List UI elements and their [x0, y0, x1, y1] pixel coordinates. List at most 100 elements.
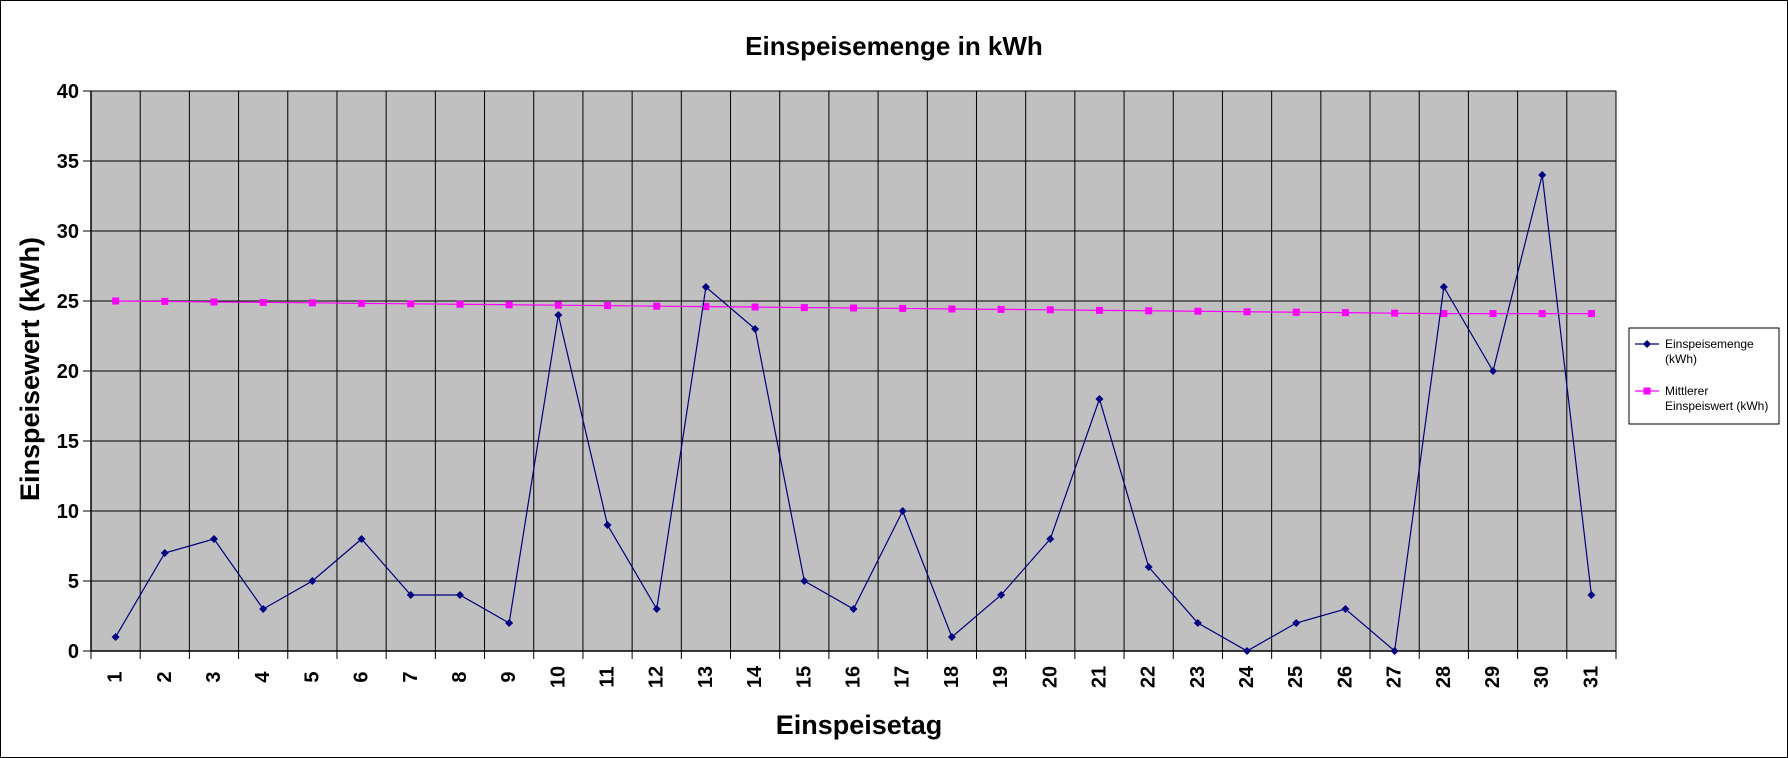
y-tick-label: 25: [57, 291, 79, 313]
x-tick-label: 7: [400, 671, 422, 682]
data-point-mittlerer-einspeiswert: [1046, 306, 1054, 314]
x-tick-label: 4: [252, 671, 274, 683]
legend: Einspeisemenge(kWh) MittlererEinspeiswert…: [1628, 327, 1780, 425]
y-tick-label: 15: [57, 431, 79, 453]
x-tick-label: 15: [793, 666, 815, 688]
x-tick-label: 18: [941, 666, 963, 688]
x-tick-label: 21: [1088, 666, 1110, 688]
data-point-mittlerer-einspeiswert: [358, 299, 366, 307]
x-tick-label: 20: [1039, 666, 1061, 688]
x-tick-label: 3: [203, 671, 225, 682]
data-point-mittlerer-einspeiswert: [1440, 310, 1448, 318]
data-point-mittlerer-einspeiswert: [1095, 306, 1103, 314]
legend-label-mittlerer-einspeiswert: Einspeiswert (kWh): [1665, 399, 1768, 413]
chart-title: Einspeisemenge in kWh: [745, 31, 1043, 61]
y-tick-label: 10: [57, 501, 79, 523]
x-tick-label: 19: [990, 666, 1012, 688]
data-point-mittlerer-einspeiswert: [505, 301, 513, 309]
data-point-einspeisemenge: [505, 619, 514, 627]
y-tick-label: 35: [57, 151, 79, 173]
data-point-mittlerer-einspeiswert: [997, 305, 1005, 313]
x-tick-label: 25: [1285, 666, 1307, 688]
data-point-einspeisemenge: [603, 521, 612, 529]
x-tick-label: 23: [1187, 666, 1209, 688]
data-point-mittlerer-einspeiswert: [456, 300, 464, 308]
data-point-mittlerer-einspeiswert: [1194, 307, 1202, 315]
data-point-mittlerer-einspeiswert: [800, 304, 808, 312]
data-point-mittlerer-einspeiswert: [899, 304, 907, 312]
x-tick-label: 5: [301, 671, 323, 682]
data-point-einspeisemenge: [308, 577, 317, 585]
data-point-einspeisemenge: [1489, 367, 1498, 375]
x-tick-label: 22: [1138, 666, 1160, 688]
legend-label-mittlerer-einspeiswert: Mittlerer: [1665, 384, 1708, 398]
data-point-einspeisemenge: [800, 577, 809, 585]
data-point-mittlerer-einspeiswert: [1587, 310, 1595, 318]
series-einspeisemenge: [111, 171, 1596, 655]
y-axis-title: Einspeisewert (kWh): [15, 237, 45, 501]
data-point-einspeisemenge: [1046, 535, 1055, 543]
x-tick-label: 14: [744, 665, 766, 688]
data-point-einspeisemenge: [1193, 619, 1202, 627]
x-tick-label: 2: [154, 671, 176, 682]
data-point-einspeisemenge: [997, 591, 1006, 599]
x-tick-label: 17: [892, 666, 914, 688]
y-tick-label: 5: [68, 571, 79, 593]
data-point-mittlerer-einspeiswert: [850, 304, 857, 312]
data-point-einspeisemenge: [1095, 395, 1104, 403]
legend-marker-einspeisemenge: [1643, 340, 1651, 348]
data-point-mittlerer-einspeiswert: [1145, 307, 1153, 315]
x-tick-label: 28: [1433, 666, 1455, 688]
data-point-einspeisemenge: [1243, 647, 1252, 655]
data-point-einspeisemenge: [1538, 171, 1547, 179]
data-point-einspeisemenge: [751, 325, 760, 333]
data-point-mittlerer-einspeiswert: [1538, 310, 1546, 318]
data-point-einspeisemenge: [357, 535, 366, 543]
x-tick-label: 6: [351, 671, 373, 682]
data-point-einspeisemenge: [1587, 591, 1596, 599]
data-point-einspeisemenge: [1292, 619, 1301, 627]
data-point-einspeisemenge: [209, 535, 218, 543]
x-tick-label: 30: [1531, 666, 1553, 688]
y-tick-label: 40: [57, 81, 79, 103]
x-tick-label: 27: [1384, 666, 1406, 688]
data-point-mittlerer-einspeiswert: [210, 298, 218, 306]
data-point-mittlerer-einspeiswert: [554, 301, 562, 309]
x-tick-label: 9: [498, 671, 520, 682]
data-point-mittlerer-einspeiswert: [1489, 310, 1497, 318]
data-point-mittlerer-einspeiswert: [161, 297, 169, 305]
data-point-einspeisemenge: [947, 633, 956, 641]
data-point-einspeisemenge: [849, 605, 858, 613]
x-tick-label: 16: [843, 666, 865, 688]
y-tick-label: 20: [57, 361, 79, 383]
data-point-einspeisemenge: [1144, 563, 1153, 571]
data-point-einspeisemenge: [898, 507, 907, 515]
x-tick-label: 8: [449, 671, 471, 682]
y-tick-label: 30: [57, 221, 79, 243]
data-point-mittlerer-einspeiswert: [112, 297, 120, 305]
data-point-einspeisemenge: [160, 549, 169, 557]
data-point-mittlerer-einspeiswert: [308, 299, 316, 307]
data-point-einspeisemenge: [554, 311, 563, 319]
data-point-mittlerer-einspeiswert: [751, 303, 759, 311]
data-point-mittlerer-einspeiswert: [407, 300, 415, 308]
data-point-einspeisemenge: [652, 605, 661, 613]
x-tick-label: 13: [695, 666, 717, 688]
data-point-einspeisemenge: [259, 605, 268, 613]
data-point-mittlerer-einspeiswert: [1243, 308, 1251, 316]
data-point-mittlerer-einspeiswert: [1391, 309, 1399, 317]
x-tick-label: 1: [105, 671, 127, 682]
data-point-mittlerer-einspeiswert: [1292, 308, 1300, 316]
x-tick-label: 31: [1580, 666, 1602, 688]
data-point-einspeisemenge: [455, 591, 464, 599]
data-point-einspeisemenge: [1390, 647, 1399, 655]
y-tick-label: 0: [68, 641, 79, 663]
data-point-mittlerer-einspeiswert: [604, 302, 612, 310]
data-point-mittlerer-einspeiswert: [948, 305, 956, 313]
data-point-einspeisemenge: [1439, 283, 1448, 291]
data-point-mittlerer-einspeiswert: [1341, 309, 1349, 317]
x-tick-label: 26: [1334, 666, 1356, 688]
